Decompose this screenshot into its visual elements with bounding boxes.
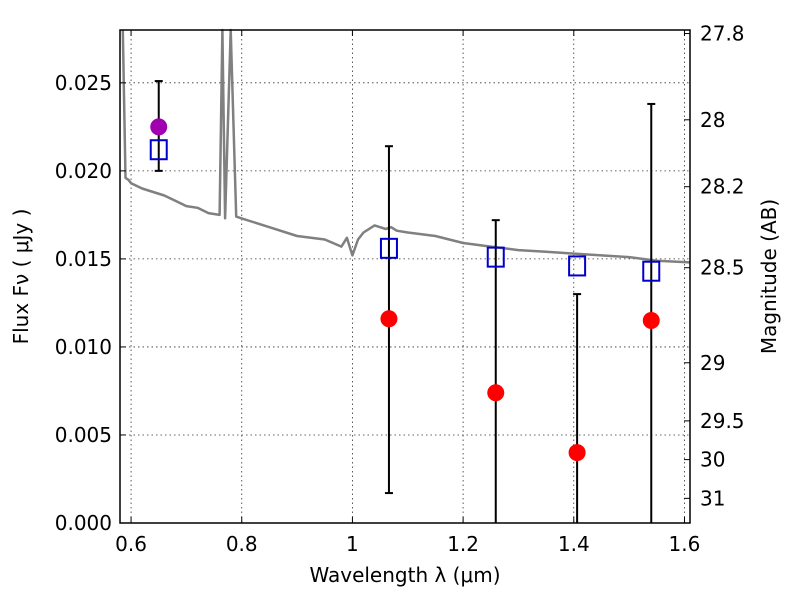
y-axis-label: Flux Fν ( μJy ) (9, 209, 33, 345)
model-spectrum-layer (121, 28, 691, 264)
data-markers-layer (149, 118, 661, 462)
model-photometry-square (149, 139, 168, 161)
axis-ticks: 0.6 0.8 1 1.2 1.4 1.6 0.000 0.005 0.010 0.015 0.02… (55, 22, 745, 556)
model-photometry-square (379, 237, 398, 259)
x-tick-label: 0.8 (226, 532, 258, 556)
y-tick-label: 0.025 (55, 71, 112, 95)
y-tick-label: 0.005 (55, 423, 112, 447)
y2-tick-label: 30 (700, 448, 725, 472)
plot-frame (119, 29, 691, 524)
y2-tick-label: 29 (700, 351, 725, 375)
y2-tick-label: 31 (700, 486, 725, 510)
y-tick-label: 0.000 (55, 511, 112, 535)
y2-axis-label: Magnitude (AB) (757, 199, 781, 354)
model-photometry-square (642, 260, 661, 282)
x-tick-label: 1 (346, 532, 359, 556)
x-tick-label: 1.2 (447, 532, 479, 556)
model-photometry-square (568, 255, 587, 277)
y2-tick-label: 28.5 (700, 256, 745, 280)
x-axis-label: Wavelength λ (μm) (309, 563, 500, 587)
y2-tick-label: 28 (700, 108, 725, 132)
y2-tick-label: 29.5 (700, 409, 745, 433)
x-tick-label: 1.4 (558, 532, 590, 556)
observed-detection-point (150, 118, 168, 136)
grid-lines (120, 30, 690, 524)
y2-tick-label: 28.2 (700, 175, 745, 199)
model-spectrum-line (121, 28, 691, 264)
x-tick-label: 0.6 (115, 532, 147, 556)
observed-photometry-point (568, 444, 586, 462)
observed-photometry-point (642, 312, 660, 330)
y2-tick-label: 27.8 (700, 22, 745, 46)
x-tick-label: 1.6 (669, 532, 701, 556)
y-tick-label: 0.010 (55, 335, 112, 359)
model-photometry-square (486, 246, 505, 268)
y-tick-label: 0.020 (55, 159, 112, 183)
observed-photometry-point (380, 310, 398, 328)
observed-photometry-point (487, 384, 505, 402)
y-tick-label: 0.015 (55, 247, 112, 271)
